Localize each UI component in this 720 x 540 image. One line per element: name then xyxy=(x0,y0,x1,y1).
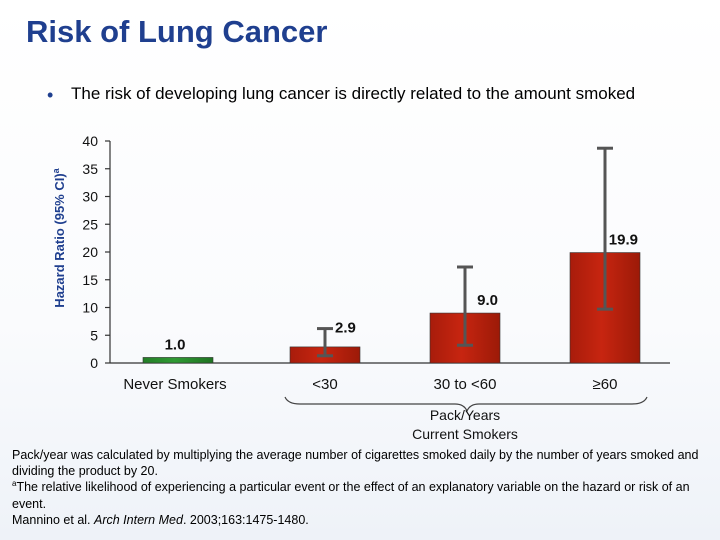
y-tick-label: 20 xyxy=(82,244,98,260)
value-label-1: 2.9 xyxy=(335,320,356,337)
x-tick-label-0: Never Smokers xyxy=(123,376,226,393)
y-tick-label: 25 xyxy=(82,216,98,232)
x-tick-label-2: 30 to <60 xyxy=(434,376,497,393)
citation-details: . 2003;163:1475-1480. xyxy=(182,512,309,527)
value-label-3: 19.9 xyxy=(609,232,638,249)
footnote-citation: Mannino et al. Arch Intern Med. 2003;163… xyxy=(12,512,712,528)
x-tick-label-3: ≥60 xyxy=(593,376,618,393)
y-tick-label: 35 xyxy=(82,161,98,177)
y-axis-label-superscript: a xyxy=(51,167,61,173)
value-label-2: 9.0 xyxy=(477,292,498,309)
bullet-icon: • xyxy=(47,85,54,105)
y-tick-label: 0 xyxy=(90,355,98,371)
footnote-hazard-ratio-text: The relative likelihood of experiencing … xyxy=(12,480,690,511)
citation-journal: Arch Intern Med xyxy=(94,512,183,527)
y-axis-label: Hazard Ratio (95% CI)a xyxy=(51,167,67,307)
x-axis-label-line2: Current Smokers xyxy=(412,426,518,442)
smokers-brace xyxy=(284,396,648,413)
y-tick-label: 5 xyxy=(90,327,98,343)
bar-0 xyxy=(142,357,214,364)
y-tick-label: 10 xyxy=(82,300,98,316)
slide-title: Risk of Lung Cancer xyxy=(26,14,328,49)
citation-authors: Mannino et al. xyxy=(12,512,94,527)
bullet-text: The risk of developing lung cancer is di… xyxy=(71,84,636,103)
y-tick-label: 15 xyxy=(82,272,98,288)
footnotes: Pack/year was calculated by multiplying … xyxy=(12,447,712,528)
x-axis-label-line1: Pack/Years xyxy=(430,407,500,423)
x-tick-label-1: <30 xyxy=(312,376,337,393)
footnote-pack-year: Pack/year was calculated by multiplying … xyxy=(12,448,699,479)
footnote-marker: a xyxy=(12,479,17,489)
y-tick-label: 30 xyxy=(82,189,98,205)
hazard-ratio-bar-chart: 0 5 10 15 20 25 30 35 40 Hazard Ratio (95% CI)a 1.… xyxy=(51,133,670,442)
value-label-0: 1.0 xyxy=(165,336,186,353)
footnote-hazard-ratio: aThe relative likelihood of experiencing… xyxy=(12,479,712,511)
y-tick-label: 40 xyxy=(82,133,98,149)
